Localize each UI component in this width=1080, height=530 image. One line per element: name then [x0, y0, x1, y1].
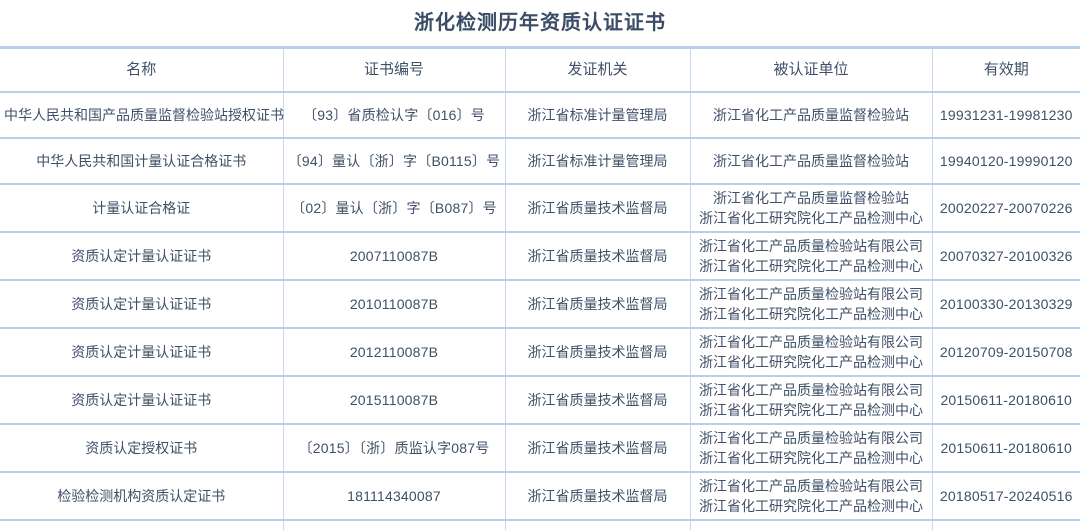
cell-certificate-name: 资质认定计量认证证书	[0, 280, 284, 329]
cell-certified-unit: 浙江省化工产品质量检验站有限公司 浙江省化工研究院化工产品检测中心	[690, 328, 933, 377]
certified-unit-line: 浙江省化工研究院化工产品检测中心	[699, 306, 923, 322]
column-header-valid: 有效期	[932, 47, 1080, 93]
cell-certificate-number: 〔02〕量认〔浙〕字〔B087〕号	[283, 184, 506, 233]
column-header-unit: 被认证单位	[690, 47, 933, 93]
certified-unit-lines: 浙江省化工产品质量监督检验站	[695, 151, 928, 171]
certified-unit-line: 浙江省化工产品质量检验站有限公司	[699, 429, 923, 446]
cell-certificate-number: 2007110087B	[283, 232, 506, 281]
cell-certificate-number: 2015110087B	[283, 376, 506, 425]
certified-unit-line: 浙江省化工研究院化工产品检测中心	[699, 354, 923, 370]
cell-validity-period: 20240411-20300410	[932, 520, 1080, 530]
table-row: 计量认证合格证 〔02〕量认〔浙〕字〔B087〕号 浙江省质量技术监督局 浙江省化工产…	[0, 184, 1080, 233]
cell-certified-unit: 浙江省化工产品质量检验站有限公司 浙江省化工研究院化工产品检测中心	[690, 424, 933, 473]
table-row: 资质认定授权证书 〔2015〕〔浙〕质监认字087号 浙江省质量技术监督局 浙江省化工…	[0, 424, 1080, 473]
certified-unit-line: 浙江省化工产品质量监督检验站	[713, 152, 909, 169]
cell-validity-period: 19940120-19990120	[932, 138, 1080, 185]
cell-validity-period: 19931231-19981230	[932, 92, 1080, 139]
table-row: 资质认定计量认证证书 2012110087B 浙江省质量技术监督局 浙江省化工产品质量…	[0, 328, 1080, 377]
cell-certificate-name: 资质认定授权证书	[0, 424, 284, 473]
cell-certificate-name: 资质认定计量认证证书	[0, 376, 284, 425]
cell-certificate-number: 181114340087	[283, 472, 506, 521]
cell-issuing-authority: 浙江省标准计量管理局	[505, 138, 691, 185]
table-header: 名称 证书编号 发证机关 被认证单位 有效期	[0, 47, 1080, 93]
cell-validity-period: 20070327-20100326	[932, 232, 1080, 281]
column-header-issuer: 发证机关	[505, 47, 691, 93]
cell-validity-period: 20150611-20180610	[932, 376, 1080, 425]
cell-issuing-authority: 浙江省市场监督管理局	[505, 520, 691, 530]
cell-certificate-name: 中华人民共和国产品质量监督检验站授权证书	[0, 92, 284, 139]
certified-unit-line: 浙江省化工产品质量检验站有限公司	[699, 237, 923, 254]
certificate-table: 名称 证书编号 发证机关 被认证单位 有效期 中华人民共和国产品质量监督检验站授…	[0, 46, 1080, 530]
certified-unit-lines: 浙江省化工产品质量检验站有限公司 浙江省化工研究院化工产品检测中心	[695, 476, 928, 517]
certified-unit-line: 浙江省化工产品质量检验站有限公司	[699, 333, 923, 350]
certified-unit-lines: 浙江省化工产品质量检验站有限公司 浙江省化工研究院化工产品检测中心	[695, 332, 928, 373]
table-row: 检验检测机构资质认定证书241114340087浙江省市场监督管理局浙江省化工产…	[0, 520, 1080, 530]
cell-issuing-authority: 浙江省质量技术监督局	[505, 472, 691, 521]
table-header-row: 名称 证书编号 发证机关 被认证单位 有效期	[0, 47, 1080, 93]
cell-certificate-number: 〔93〕省质检认字〔016〕号	[283, 92, 506, 139]
certified-unit-line: 浙江省化工研究院化工产品检测中心	[699, 498, 923, 514]
certified-unit-line: 浙江省化工研究院化工产品检测中心	[699, 210, 923, 226]
cell-certificate-number: 〔94〕量认〔浙〕字〔B0115〕号	[283, 138, 506, 185]
cell-issuing-authority: 浙江省标准计量管理局	[505, 92, 691, 139]
cell-certified-unit: 浙江省化工产品质量检验站有限公司 浙江省化工研究院化工产品检测中心	[690, 472, 933, 521]
cell-issuing-authority: 浙江省质量技术监督局	[505, 328, 691, 377]
cell-validity-period: 20150611-20180610	[932, 424, 1080, 473]
certified-unit-line: 浙江省化工产品质量检验站有限公司	[699, 477, 923, 494]
cell-certificate-number: 2010110087B	[283, 280, 506, 329]
certified-unit-line: 浙江省化工研究院化工产品检测中心	[699, 402, 923, 418]
cell-certificate-number: 2012110087B	[283, 328, 506, 377]
certified-unit-lines: 浙江省化工产品质量检验站有限公司 浙江省化工研究院化工产品检测中心	[695, 236, 928, 277]
certified-unit-line: 浙江省化工产品质量监督检验站	[713, 106, 909, 123]
cell-certificate-name: 计量认证合格证	[0, 184, 284, 233]
cell-issuing-authority: 浙江省质量技术监督局	[505, 232, 691, 281]
cell-issuing-authority: 浙江省质量技术监督局	[505, 376, 691, 425]
certified-unit-line: 浙江省化工研究院化工产品检测中心	[699, 258, 923, 274]
cell-certificate-name: 资质认定计量认证证书	[0, 328, 284, 377]
certified-unit-lines: 浙江省化工产品质量监督检验站	[695, 105, 928, 125]
cell-certified-unit: 浙江省化工产品质量检验站有限公司 浙江省化工研究院化工产品检测中心	[690, 232, 933, 281]
cell-validity-period: 20100330-20130329	[932, 280, 1080, 329]
cell-certified-unit: 浙江省化工产品质量监督检验站 浙江省化工研究院化工产品检测中心	[690, 184, 933, 233]
cell-certificate-name: 中华人民共和国计量认证合格证书	[0, 138, 284, 185]
table-row: 资质认定计量认证证书 2015110087B 浙江省质量技术监督局 浙江省化工产品质量…	[0, 376, 1080, 425]
certified-unit-line: 浙江省化工产品质量检验站有限公司	[699, 381, 923, 398]
cell-certificate-name: 检验检测机构资质认定证书	[0, 520, 284, 530]
cell-validity-period: 20020227-20070226	[932, 184, 1080, 233]
certified-unit-lines: 浙江省化工产品质量检验站有限公司 浙江省化工研究院化工产品检测中心	[695, 380, 928, 421]
cell-certified-unit: 浙江省化工产品质量检验站有限公司	[690, 520, 933, 530]
cell-certificate-name: 检验检测机构资质认定证书	[0, 472, 284, 521]
page-title: 浙化检测历年资质认证证书	[414, 12, 666, 34]
table-row: 中华人民共和国计量认证合格证书 〔94〕量认〔浙〕字〔B0115〕号 浙江省标准计量…	[0, 138, 1080, 185]
table-row: 中华人民共和国产品质量监督检验站授权证书 〔93〕省质检认字〔016〕号 浙江省标准…	[0, 92, 1080, 139]
cell-certificate-name: 资质认定计量认证证书	[0, 232, 284, 281]
cell-certified-unit: 浙江省化工产品质量检验站有限公司 浙江省化工研究院化工产品检测中心	[690, 376, 933, 425]
table-row: 资质认定计量认证证书 2010110087B 浙江省质量技术监督局 浙江省化工产品质量…	[0, 280, 1080, 329]
cell-issuing-authority: 浙江省质量技术监督局	[505, 184, 691, 233]
cell-certified-unit: 浙江省化工产品质量监督检验站	[690, 92, 933, 139]
cell-certified-unit: 浙江省化工产品质量检验站有限公司 浙江省化工研究院化工产品检测中心	[690, 280, 933, 329]
cell-issuing-authority: 浙江省质量技术监督局	[505, 424, 691, 473]
certified-unit-line: 浙江省化工产品质量检验站有限公司	[699, 285, 923, 302]
column-header-name: 名称	[0, 47, 284, 93]
table-body: 中华人民共和国产品质量监督检验站授权证书 〔93〕省质检认字〔016〕号 浙江省标准…	[0, 92, 1080, 530]
cell-validity-period: 20180517-20240516	[932, 472, 1080, 521]
cell-validity-period: 20120709-20150708	[932, 328, 1080, 377]
cell-certified-unit: 浙江省化工产品质量监督检验站	[690, 138, 933, 185]
cell-certificate-number: 241114340087	[283, 520, 506, 530]
certified-unit-lines: 浙江省化工产品质量检验站有限公司 浙江省化工研究院化工产品检测中心	[695, 428, 928, 469]
certified-unit-line: 浙江省化工研究院化工产品检测中心	[699, 450, 923, 466]
certified-unit-lines: 浙江省化工产品质量检验站有限公司 浙江省化工研究院化工产品检测中心	[695, 284, 928, 325]
certified-unit-line: 浙江省化工产品质量监督检验站	[713, 189, 909, 206]
column-header-number: 证书编号	[283, 47, 506, 93]
cell-issuing-authority: 浙江省质量技术监督局	[505, 280, 691, 329]
table-row: 检验检测机构资质认定证书 181114340087 浙江省质量技术监督局 浙江省化工产…	[0, 472, 1080, 521]
certified-unit-lines: 浙江省化工产品质量监督检验站 浙江省化工研究院化工产品检测中心	[695, 188, 928, 229]
table-row: 资质认定计量认证证书 2007110087B 浙江省质量技术监督局 浙江省化工产品质量…	[0, 232, 1080, 281]
certificate-table-container: 名称 证书编号 发证机关 被认证单位 有效期 中华人民共和国产品质量监督检验站授…	[0, 46, 1080, 530]
cell-certificate-number: 〔2015〕〔浙〕质监认字087号	[283, 424, 506, 473]
